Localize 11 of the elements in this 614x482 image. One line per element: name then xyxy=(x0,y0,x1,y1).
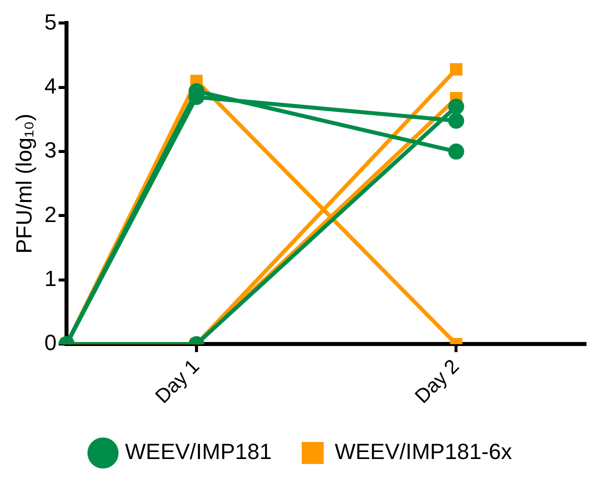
x-tick-label: Day 1 xyxy=(151,355,204,408)
y-axis-title: PFU/ml (log₁₀) xyxy=(11,114,36,254)
y-tick-label: 5 xyxy=(44,9,57,34)
legend-label: WEEV/IMP181 xyxy=(125,439,272,464)
y-tick-label: 0 xyxy=(44,330,57,356)
legend-label: WEEV/IMP181-6x xyxy=(334,439,512,464)
x-tick-label: Day 2 xyxy=(411,355,464,408)
y-tick-label: 3 xyxy=(44,138,57,163)
y-tick-label: 4 xyxy=(44,73,57,98)
y-tick-label: 1 xyxy=(44,266,57,291)
y-tick-label: 2 xyxy=(44,202,57,227)
